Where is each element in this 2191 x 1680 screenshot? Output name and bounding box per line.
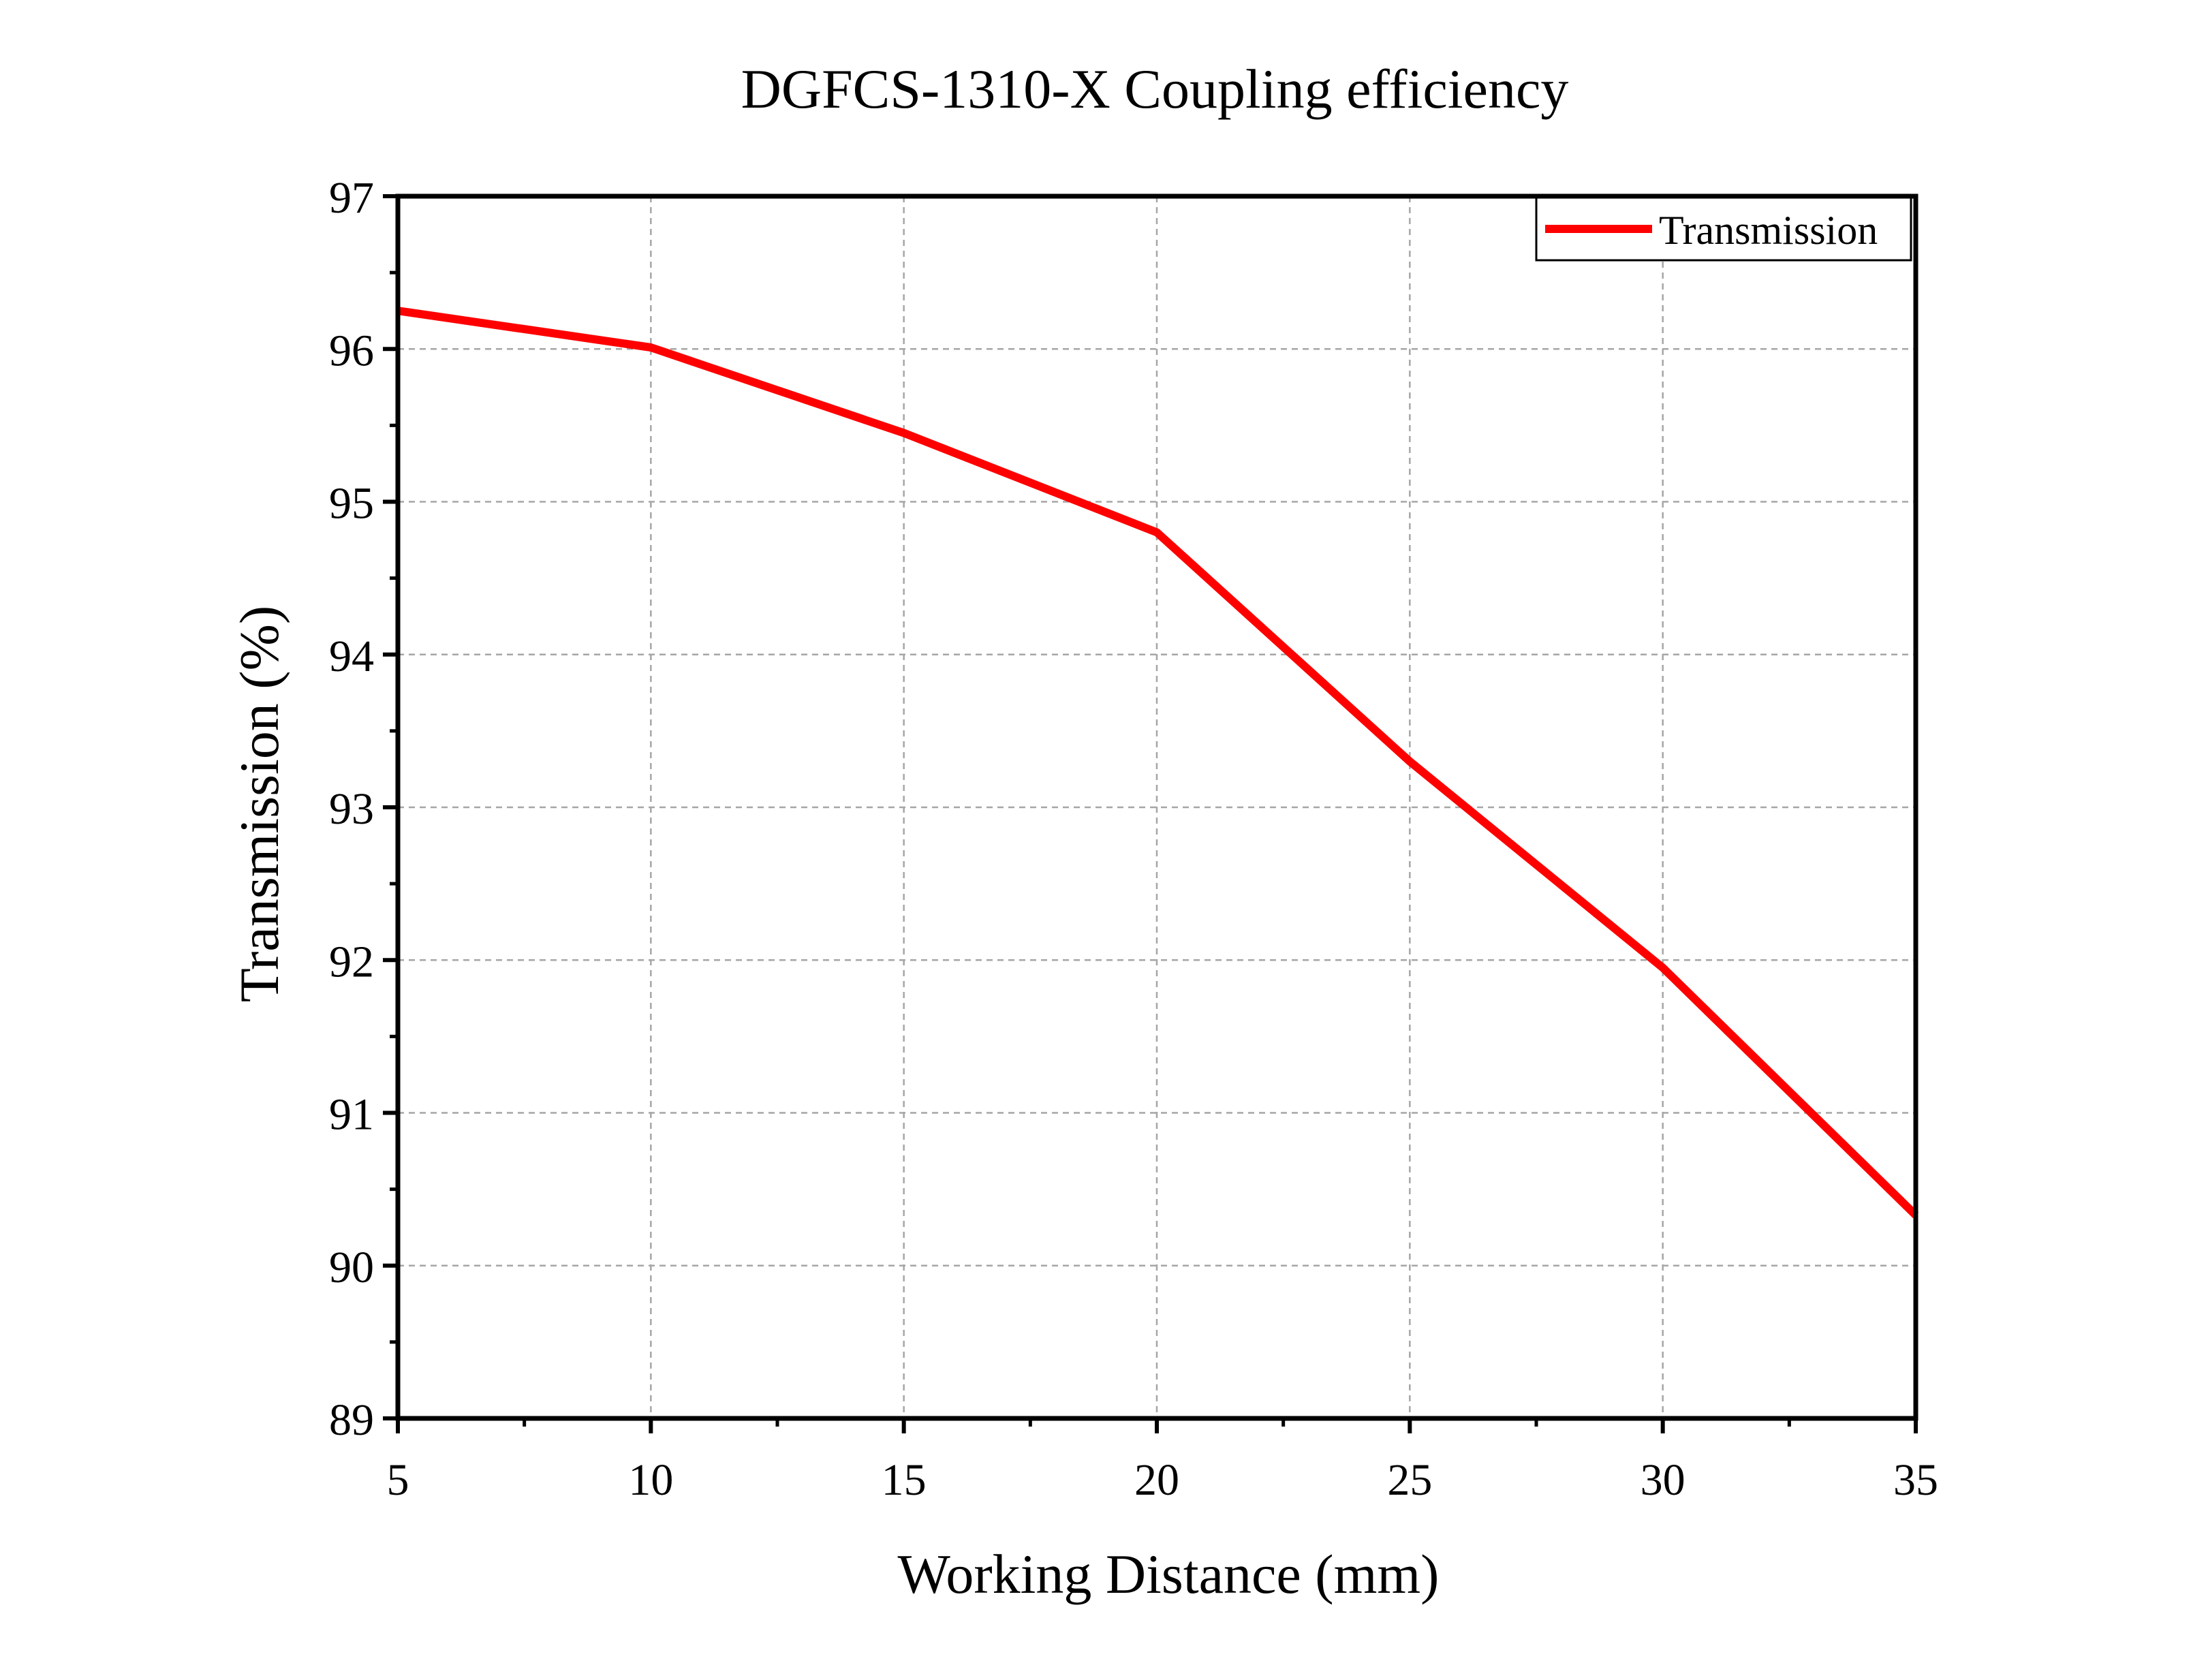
legend: Transmission bbox=[1535, 196, 1912, 262]
y-tick-label: 92 bbox=[329, 937, 374, 986]
tick-labels: 5 10 15 20 25 30 35 89 90 91 92 93 94 95 96 97 bbox=[329, 173, 1938, 1505]
y-tick-label: 89 bbox=[329, 1395, 374, 1445]
y-tick-label: 93 bbox=[329, 784, 374, 834]
x-tick-label: 35 bbox=[1893, 1455, 1938, 1505]
y-tick-label: 97 bbox=[329, 173, 374, 223]
series-layer bbox=[397, 307, 1919, 1218]
y-tick-label: 90 bbox=[329, 1243, 374, 1292]
x-tick-label: 10 bbox=[628, 1455, 673, 1505]
y-axis-label: Transmission (%) bbox=[228, 606, 290, 1002]
x-tick-label: 30 bbox=[1641, 1455, 1685, 1505]
x-axis-label: Working Distance (mm) bbox=[898, 1543, 1440, 1605]
x-tick-label: 25 bbox=[1387, 1455, 1432, 1505]
y-tick-label: 95 bbox=[329, 479, 374, 529]
series-line-transmission bbox=[397, 307, 1919, 1218]
x-tick-label: 15 bbox=[882, 1455, 927, 1505]
x-tick-label: 5 bbox=[387, 1455, 409, 1505]
gridlines bbox=[398, 196, 1916, 1418]
y-tick-label: 91 bbox=[329, 1090, 374, 1140]
axis-ticks bbox=[383, 194, 1918, 1433]
legend-label: Transmission bbox=[1659, 208, 1878, 253]
y-tick-label: 96 bbox=[329, 326, 374, 375]
y-tick-label: 94 bbox=[329, 632, 374, 681]
x-tick-label: 20 bbox=[1134, 1455, 1179, 1505]
chart-title: DGFCS-1310-X Coupling efficiency bbox=[741, 58, 1569, 120]
